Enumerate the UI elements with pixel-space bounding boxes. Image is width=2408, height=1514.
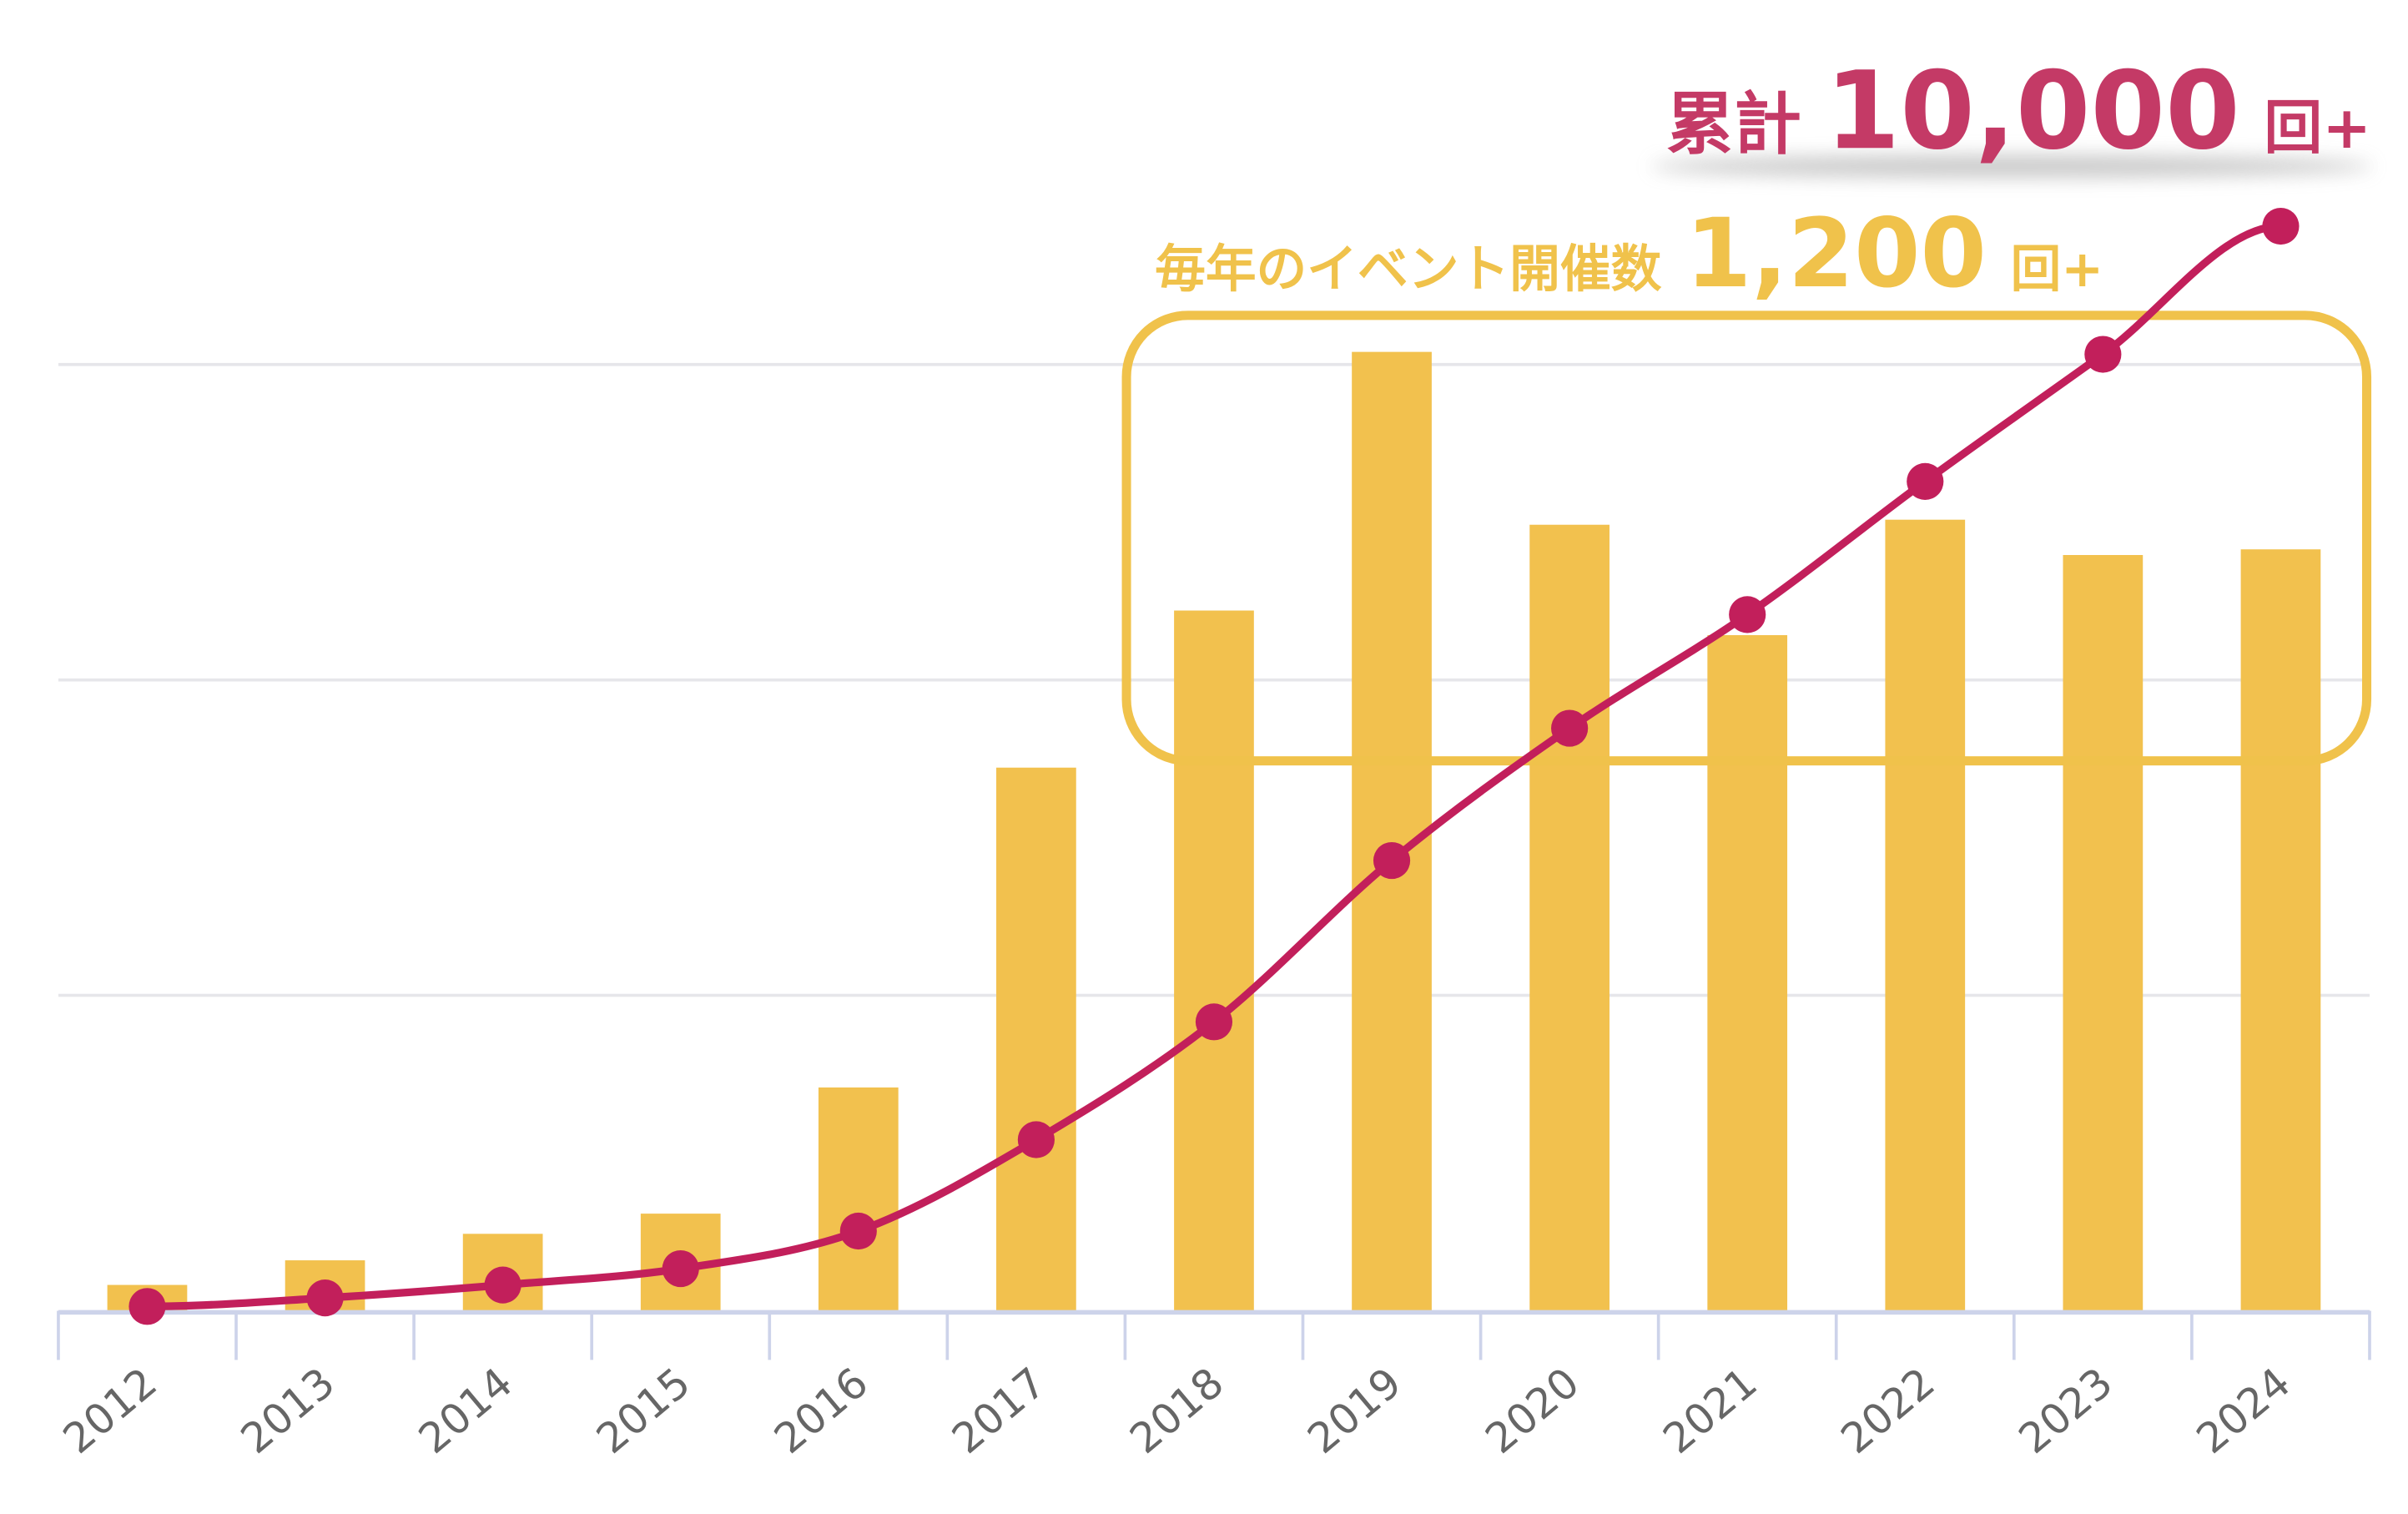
annual-annotation: 毎年のイベント開催数 1,200 回+ [1155,198,2103,309]
x-tick-label: 2020 [1476,1358,1588,1463]
x-tick-label: 2016 [765,1358,877,1463]
x-tick-label: 2015 [587,1358,699,1463]
bar-2019 [1352,351,1432,1311]
bar-2023 [2063,555,2144,1311]
x-tick-label: 2014 [410,1358,521,1463]
x-tick-label: 2023 [2010,1358,2122,1463]
x-tick-label: 2013 [232,1358,344,1463]
point-2023 [2084,336,2122,373]
x-tick-label: 2017 [943,1358,1055,1463]
point-2016 [839,1212,877,1250]
x-tick-label: 2019 [1298,1358,1410,1463]
point-2022 [1907,462,1944,500]
annual-label: 毎年のイベント開催数 [1155,240,1661,299]
x-tick-label: 2024 [2188,1358,2300,1463]
x-tick-labels: 2012 2013 2014 2015 2016 2017 2018 2019 2020 2021… [54,1358,2300,1463]
x-tick-label: 2021 [1654,1358,1766,1463]
cumulative-unit: 回+ [2264,94,2371,162]
x-axis [57,1310,2371,1360]
bar-2021 [1707,634,1788,1311]
point-2018 [1195,1003,1233,1041]
annual-value: 1,200 [1685,198,1987,309]
annual-unit: 回+ [2011,240,2104,299]
point-2015 [662,1249,699,1288]
bar-2022 [1885,519,1966,1311]
bar-2017 [996,767,1076,1311]
point-2019 [1373,841,1411,880]
cumulative-annotation: 累計 10,000 回+ [1666,48,2371,174]
bar-series [107,351,2321,1311]
x-tick-label: 2018 [1121,1358,1232,1463]
point-2014 [484,1266,521,1304]
bar-2018 [1174,610,1254,1311]
point-2012 [128,1288,166,1325]
point-2013 [306,1279,344,1317]
cumulative-label: 累計 [1666,86,1801,164]
line-series [128,207,2300,1325]
highlight-box [1121,310,2372,766]
bar-2016 [818,1087,899,1311]
point-2017 [1017,1121,1055,1158]
cumulative-value: 10,000 [1826,48,2240,174]
cumulative-shadow [1650,155,2373,178]
x-tick-label: 2012 [54,1358,166,1463]
point-2020 [1551,709,1589,747]
x-tick-label: 2022 [1832,1358,1944,1463]
bar-2020 [1529,524,1610,1311]
point-2024 [2262,207,2300,245]
point-2021 [1729,596,1766,633]
bar-2024 [2240,549,2321,1311]
